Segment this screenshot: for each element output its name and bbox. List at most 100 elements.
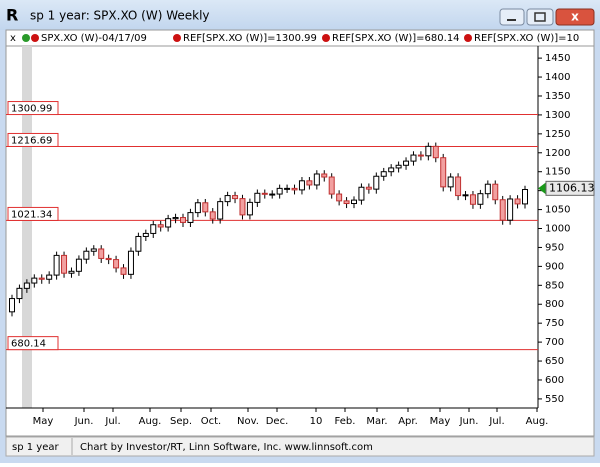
candle-body — [484, 183, 491, 195]
legend-entry: REF[SPX.XO (W)]=10 — [474, 33, 579, 44]
candle-body — [358, 186, 365, 201]
candle-body — [127, 250, 134, 275]
candle-body — [269, 193, 276, 196]
y-tick-label: 1250 — [545, 129, 570, 140]
legend-icon — [464, 34, 472, 42]
candle-body — [313, 173, 320, 186]
maximize-button[interactable] — [526, 8, 554, 26]
candle-body — [395, 164, 402, 169]
x-tick-label: Jul. — [104, 416, 120, 427]
candle-body — [98, 248, 105, 259]
minimize-button[interactable] — [499, 8, 525, 26]
reference-label: 1021.34 — [11, 209, 52, 220]
candle-body — [23, 282, 30, 289]
candle-body — [343, 200, 350, 205]
chart-area — [5, 45, 595, 437]
x-tick-label: May — [430, 416, 451, 427]
candle-body — [209, 211, 216, 220]
candle-body — [499, 199, 506, 221]
x-tick-label: Aug. — [139, 416, 162, 427]
close-button[interactable] — [555, 8, 595, 26]
reference-label: 680.14 — [11, 339, 46, 350]
reference-label-box — [7, 206, 59, 221]
legend-entry: REF[SPX.XO (W)]=1300.99 — [183, 33, 317, 44]
candle-body — [425, 145, 432, 157]
status-left: sp 1 year — [12, 442, 59, 453]
candle-body — [16, 287, 23, 300]
candle-body — [224, 195, 231, 203]
last-price-label: 1106.13 — [549, 181, 595, 194]
candle-body — [232, 195, 239, 200]
candle-body — [336, 193, 343, 202]
candle-body — [83, 250, 90, 260]
y-tick-label: 1200 — [545, 148, 570, 159]
candle-body — [90, 248, 97, 252]
candle-body — [157, 224, 164, 228]
status-right: Chart by Investor/RT, Linn Software, Inc… — [80, 442, 373, 453]
candle-body — [328, 176, 335, 195]
candle-body — [239, 198, 246, 216]
maximize-icon — [534, 12, 546, 22]
candle-body — [172, 217, 179, 220]
app-icon: R — [6, 6, 18, 25]
reference-label-box — [7, 101, 59, 116]
candle-body — [38, 277, 45, 280]
reference-label-box — [7, 132, 59, 147]
candle-body — [462, 194, 469, 197]
candle-body — [507, 198, 514, 221]
highlight-band — [22, 46, 32, 408]
x-tick-label: Sep. — [170, 416, 192, 427]
candle-body — [150, 224, 157, 234]
candle-body — [120, 267, 127, 275]
candle-body — [477, 193, 484, 205]
legend-icon — [173, 34, 181, 42]
reference-label: 1216.69 — [11, 135, 52, 146]
reference-label: 1300.99 — [11, 104, 52, 115]
candle-body — [469, 194, 476, 205]
candle-body — [373, 175, 380, 190]
y-tick-label: 800 — [545, 299, 564, 310]
last-price-arrow — [538, 182, 546, 195]
y-tick-label: 700 — [545, 337, 564, 348]
candle-body — [105, 257, 112, 261]
legend-icon — [31, 34, 39, 42]
status-bar — [5, 436, 595, 457]
y-tick-label: 1450 — [545, 53, 570, 64]
x-tick-label: Nov. — [237, 416, 259, 427]
y-tick-label: 850 — [545, 280, 564, 291]
candle-body — [432, 145, 439, 159]
candle-body — [165, 218, 172, 228]
x-tick-label: Jun. — [74, 416, 94, 427]
legend-close[interactable]: x — [10, 33, 16, 44]
candle-body — [261, 192, 268, 195]
y-tick-label: 550 — [545, 394, 564, 405]
candle-body — [492, 183, 499, 201]
close-icon: x — [571, 10, 579, 24]
y-tick-label: 1150 — [545, 167, 570, 178]
y-tick-label: 950 — [545, 242, 564, 253]
candle-body — [306, 180, 313, 186]
x-tick-label: Oct. — [201, 416, 221, 427]
candle-body — [351, 199, 357, 205]
candle-body — [9, 298, 15, 313]
candle-body — [46, 274, 53, 280]
candle-body — [202, 202, 209, 213]
candle-body — [135, 235, 142, 252]
y-tick-label: 750 — [545, 318, 564, 329]
candle-body — [291, 187, 298, 191]
x-tick-label: Jun. — [459, 416, 479, 427]
candle-body — [410, 154, 417, 162]
candle-body — [217, 201, 224, 220]
reference-label-box — [7, 336, 59, 351]
y-tick-label: 1350 — [545, 91, 570, 102]
candle-body — [276, 187, 283, 195]
candle-body — [284, 187, 291, 190]
x-tick-label: Mar. — [366, 416, 387, 427]
x-tick-label: Feb. — [335, 416, 356, 427]
x-tick-label: Apr. — [398, 416, 418, 427]
candle-body — [142, 232, 149, 237]
x-tick-label: Aug. — [526, 416, 549, 427]
legend-icon — [22, 34, 30, 42]
y-tick-label: 900 — [545, 261, 564, 272]
legend-entry: REF[SPX.XO (W)]=680.14 — [332, 33, 460, 44]
